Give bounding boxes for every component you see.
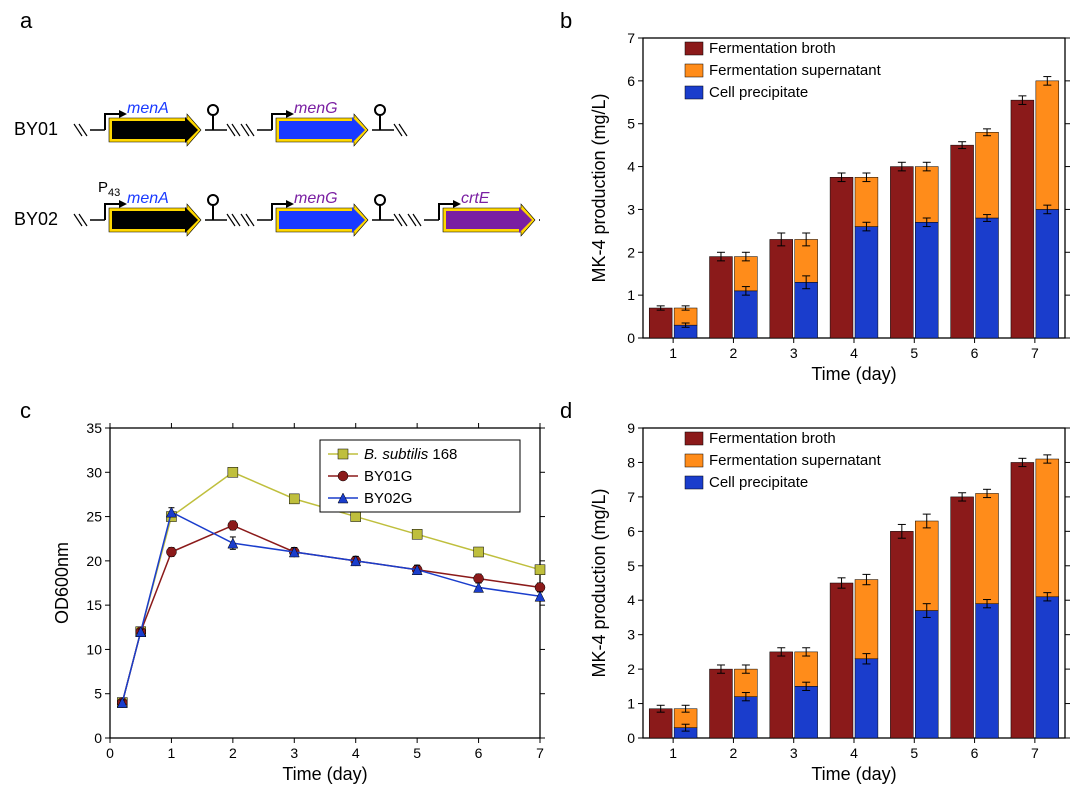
- svg-text:1: 1: [669, 745, 677, 761]
- svg-text:2: 2: [730, 345, 738, 361]
- svg-text:25: 25: [86, 509, 102, 525]
- svg-text:7: 7: [627, 30, 635, 46]
- bar-chart-d: 0 1 2 3 4 5 6 7 8 9 MK-4 production (mg/L) 1 2 3 4 5 6 7 T…: [575, 410, 1075, 790]
- svg-text:3: 3: [790, 345, 798, 361]
- panel-a-label: a: [20, 8, 32, 34]
- svg-text:Cell precipitate: Cell precipitate: [709, 474, 808, 491]
- bar-chart-b: 0 1 2 3 4 5 6 7 MK-4 production (mg/L) 1 2 3 4 5 6 7 Tim…: [575, 20, 1075, 390]
- line-chart-c: 0 5 10 15 20 25 30 35 0 1 2 3 4 5 6 7 OD600nm Time (day) B…: [40, 410, 560, 790]
- svg-text:menA: menA: [127, 190, 169, 207]
- svg-text:9: 9: [627, 420, 635, 436]
- svg-text:menG: menG: [294, 100, 338, 117]
- svg-text:BY01G: BY01G: [364, 468, 412, 485]
- svg-text:5: 5: [627, 116, 635, 132]
- svg-text:OD600nm: OD600nm: [52, 542, 72, 624]
- svg-text:Fermentation broth: Fermentation broth: [709, 40, 836, 57]
- svg-text:4: 4: [352, 745, 360, 761]
- svg-text:BY02: BY02: [14, 209, 58, 229]
- svg-text:Time (day): Time (day): [811, 364, 896, 384]
- svg-text:4: 4: [627, 159, 635, 175]
- svg-text:4: 4: [627, 592, 635, 608]
- svg-text:10: 10: [86, 641, 102, 657]
- svg-text:7: 7: [1031, 745, 1039, 761]
- panel-d-label: d: [560, 398, 572, 424]
- svg-text:B. subtilis 168: B. subtilis 168: [364, 446, 457, 463]
- svg-text:Fermentation broth: Fermentation broth: [709, 430, 836, 447]
- svg-text:5: 5: [413, 745, 421, 761]
- svg-text:3: 3: [790, 745, 798, 761]
- svg-text:BY01: BY01: [14, 119, 58, 139]
- svg-text:0: 0: [94, 730, 102, 746]
- svg-text:2: 2: [229, 745, 237, 761]
- svg-text:2: 2: [730, 745, 738, 761]
- svg-text:6: 6: [627, 73, 635, 89]
- svg-text:5: 5: [627, 558, 635, 574]
- svg-text:43: 43: [108, 187, 120, 199]
- svg-text:7: 7: [1031, 345, 1039, 361]
- svg-text:1: 1: [168, 745, 176, 761]
- svg-text:8: 8: [627, 454, 635, 470]
- svg-text:6: 6: [475, 745, 483, 761]
- svg-text:MK-4 production (mg/L): MK-4 production (mg/L): [589, 488, 609, 677]
- svg-text:3: 3: [290, 745, 298, 761]
- svg-text:0: 0: [106, 745, 114, 761]
- svg-text:MK-4 production (mg/L): MK-4 production (mg/L): [589, 93, 609, 282]
- svg-text:BY02G: BY02G: [364, 490, 412, 507]
- svg-text:4: 4: [850, 345, 858, 361]
- svg-text:35: 35: [86, 420, 102, 436]
- svg-text:Time (day): Time (day): [811, 764, 896, 784]
- svg-text:P: P: [98, 179, 108, 196]
- gene-diagram: BY01 menA menG BY02 P43 menA menG crtE: [10, 50, 540, 350]
- svg-text:Fermentation supernatant: Fermentation supernatant: [709, 452, 882, 469]
- svg-text:2: 2: [627, 244, 635, 260]
- svg-text:3: 3: [627, 201, 635, 217]
- svg-text:6: 6: [971, 745, 979, 761]
- svg-text:crtE: crtE: [461, 190, 490, 207]
- svg-text:3: 3: [627, 627, 635, 643]
- svg-text:7: 7: [627, 489, 635, 505]
- svg-text:7: 7: [536, 745, 544, 761]
- svg-text:6: 6: [971, 345, 979, 361]
- svg-text:Cell precipitate: Cell precipitate: [709, 84, 808, 101]
- panel-c-label: c: [20, 398, 31, 424]
- svg-text:menA: menA: [127, 100, 169, 117]
- panel-b-label: b: [560, 8, 572, 34]
- svg-text:0: 0: [627, 730, 635, 746]
- svg-text:30: 30: [86, 464, 102, 480]
- svg-text:2: 2: [627, 661, 635, 677]
- svg-text:6: 6: [627, 523, 635, 539]
- svg-text:5: 5: [910, 345, 918, 361]
- svg-text:Time (day): Time (day): [282, 764, 367, 784]
- svg-text:menG: menG: [294, 190, 338, 207]
- svg-text:Fermentation supernatant: Fermentation supernatant: [709, 62, 882, 79]
- svg-text:4: 4: [850, 745, 858, 761]
- svg-text:1: 1: [627, 287, 635, 303]
- svg-text:1: 1: [627, 696, 635, 712]
- svg-text:0: 0: [627, 330, 635, 346]
- svg-text:5: 5: [94, 686, 102, 702]
- svg-text:5: 5: [910, 745, 918, 761]
- svg-text:20: 20: [86, 553, 102, 569]
- svg-text:15: 15: [86, 597, 102, 613]
- svg-text:1: 1: [669, 345, 677, 361]
